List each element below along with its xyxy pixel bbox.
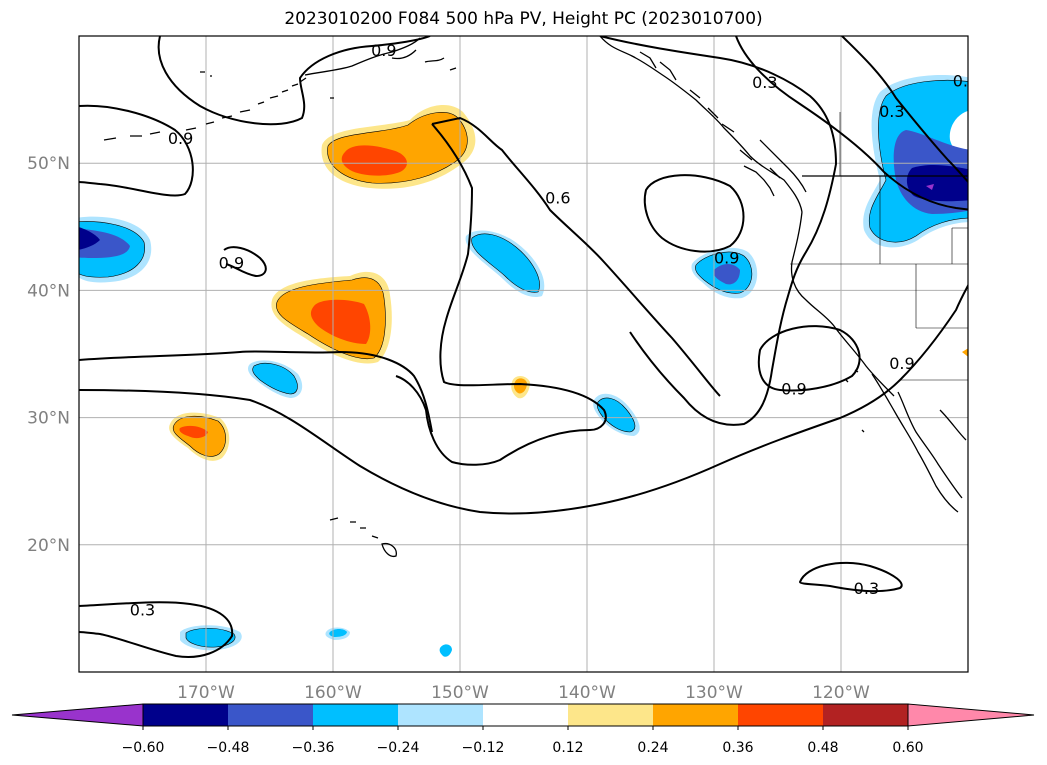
colorbar-segment xyxy=(823,704,908,726)
negative-anomaly-peak xyxy=(926,184,934,190)
negative-anomaly-blob xyxy=(597,397,635,432)
colorbar-segment xyxy=(143,704,228,726)
colorbar-tick-label: 0.48 xyxy=(807,740,838,756)
negative-anomaly-blob xyxy=(471,233,540,293)
colorbar-tick-label: 0.60 xyxy=(892,740,923,756)
contour-label: 0.9 xyxy=(889,354,914,373)
contour-label: 0.6 xyxy=(545,189,570,208)
contour-label: 0.9 xyxy=(219,253,244,272)
positive-anomaly-blob xyxy=(962,348,968,357)
colorbar-segment xyxy=(653,704,738,726)
longitude-tick-label: 120°W xyxy=(812,683,870,703)
colorbar-segment xyxy=(313,704,398,726)
map-title: 2023010200 F084 500 hPa PV, Height PC (2… xyxy=(284,9,763,29)
coastlines xyxy=(103,36,967,558)
pv-anomaly-fills xyxy=(79,74,968,657)
colorbar-segment xyxy=(483,704,568,726)
longitude-tick-label: 140°W xyxy=(558,683,616,703)
gridlines xyxy=(79,36,968,672)
contour-label: 0.6 xyxy=(953,72,978,91)
colorbar-segment xyxy=(228,704,313,726)
negative-anomaly-blob xyxy=(186,628,236,648)
longitude-tick-label: 170°W xyxy=(177,683,235,703)
contour-label: 0.3 xyxy=(854,579,879,598)
negative-anomaly-blob xyxy=(329,629,347,637)
contour-label: 0.3 xyxy=(879,102,904,121)
colorbar-tick-label: −0.12 xyxy=(462,740,505,756)
colorbar-segment xyxy=(568,704,653,726)
contour-label: 0.3 xyxy=(130,601,155,620)
positive-anomaly-blob xyxy=(514,378,527,394)
contour-label: 0.9 xyxy=(168,129,193,148)
colorbar-tick-label: 0.36 xyxy=(722,740,753,756)
latitude-tick-label: 50°N xyxy=(27,154,70,174)
height-contours xyxy=(79,36,968,658)
latitude-tick-label: 40°N xyxy=(27,281,70,301)
latitude-tick-label: 20°N xyxy=(27,536,70,556)
negative-anomaly-blob xyxy=(252,363,298,394)
colorbar-frame xyxy=(142,703,909,727)
contour-label: 0.9 xyxy=(714,248,739,267)
negative-anomaly-core xyxy=(79,227,100,250)
colorbar-tick-label: −0.36 xyxy=(292,740,335,756)
negative-anomaly-core xyxy=(907,164,968,202)
negative-anomaly-blob xyxy=(439,644,452,657)
contour-label: 0.9 xyxy=(781,379,806,398)
axis-tick-labels: 170°W 160°W 150°W 140°W 130°W 120°W 20°N 30°N 40… xyxy=(27,154,870,703)
longitude-tick-label: 130°W xyxy=(685,683,743,703)
colorbar-segment xyxy=(738,704,823,726)
negative-anomaly-blob xyxy=(713,264,740,285)
colorbar-tick-label: 0.24 xyxy=(637,740,668,756)
map-frame xyxy=(78,35,969,673)
positive-anomaly-core xyxy=(341,145,407,176)
colorbar-tick-label: −0.60 xyxy=(122,740,165,756)
positive-anomaly-core xyxy=(310,299,371,344)
colorbar-tick-label: 0.12 xyxy=(552,740,583,756)
colorbar-tick-label: −0.48 xyxy=(207,740,250,756)
contour-labels: 0.9 0.9 0.9 0.6 0.3 0.9 0.3 0.6 0.9 0.9 0.3 0.3 xyxy=(130,41,978,620)
colorbar-tick-label: −0.24 xyxy=(377,740,420,756)
latitude-tick-label: 30°N xyxy=(27,409,70,429)
longitude-tick-label: 160°W xyxy=(304,683,362,703)
map-area: 0.9 0.9 0.9 0.6 0.3 0.9 0.3 0.6 0.9 0.9 0.3 0.3 xyxy=(79,36,978,672)
positive-anomaly-core xyxy=(179,425,208,439)
colorbar-extend-max xyxy=(907,703,1035,727)
colorbar: −0.60 −0.48 −0.36 −0.24 −0.12 0.12 0.24 0.36 0.4… xyxy=(11,703,1035,756)
longitude-tick-label: 150°W xyxy=(431,683,489,703)
pv-anomaly-outlines xyxy=(79,79,968,648)
contour-label: 0.3 xyxy=(752,73,777,92)
colorbar-segment xyxy=(398,704,483,726)
colorbar-extend-min xyxy=(11,703,144,727)
contour-label: 0.9 xyxy=(371,41,396,60)
